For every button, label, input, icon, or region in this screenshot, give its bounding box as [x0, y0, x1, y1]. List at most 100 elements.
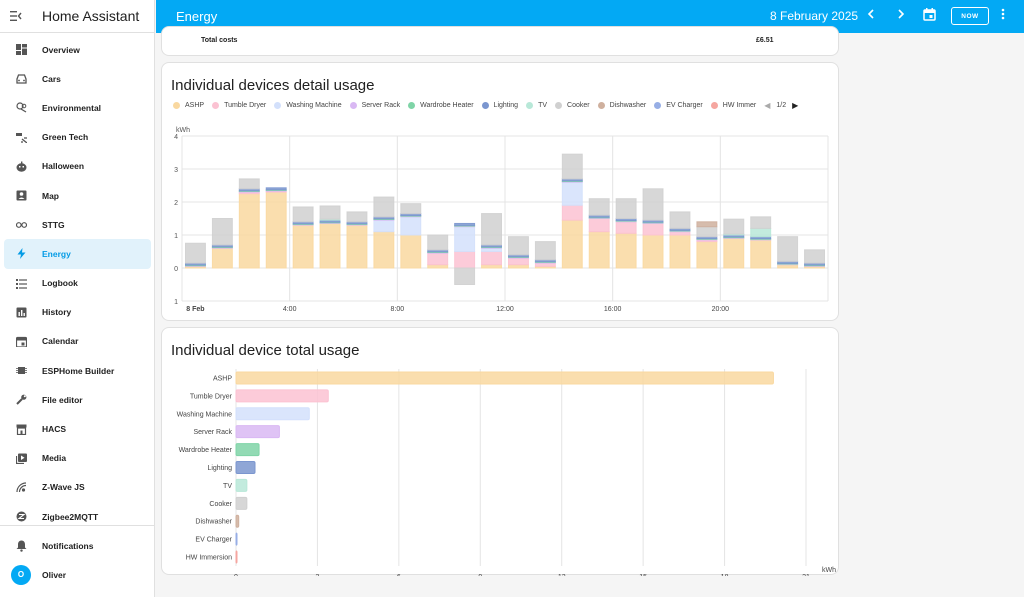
sidebar-item-media[interactable]: Media: [4, 444, 151, 473]
x-tick-label: 18: [721, 574, 729, 576]
bell-icon: [14, 540, 28, 552]
y-tick-label: 4: [174, 134, 178, 141]
bar-segment: [454, 226, 476, 252]
wrench-icon: [14, 394, 28, 406]
bar-segment: [615, 232, 637, 269]
legend-item[interactable]: Lighting: [481, 102, 519, 109]
legend-item[interactable]: Tumble Dryer: [212, 102, 266, 109]
sidebar-item-notifications[interactable]: Notifications: [4, 531, 151, 560]
bar-segment: [507, 236, 529, 256]
x-tick-label: 15: [639, 574, 647, 576]
legend-item[interactable]: Dishwasher: [597, 102, 646, 109]
bar: [235, 478, 248, 492]
bar-segment: [642, 222, 664, 236]
user-name: Oliver: [42, 569, 67, 580]
sidebar-item-overview[interactable]: Overview: [4, 35, 151, 64]
bar-segment: [750, 216, 772, 229]
x-tick-label: 8:00: [391, 306, 405, 313]
legend-item[interactable]: Washing Machine: [274, 102, 342, 109]
sidebar-item-label: Overview: [42, 44, 80, 55]
bar-segment: [319, 222, 341, 269]
legend-item[interactable]: ASHP: [173, 102, 204, 109]
legend-swatch: [408, 102, 416, 109]
y-axis-unit: kWh: [176, 127, 190, 134]
sidebar-item-z-wave-js[interactable]: Z-Wave JS: [4, 473, 151, 502]
page-title: Energy: [176, 9, 218, 24]
legend-page-label: 1/2: [776, 102, 787, 109]
legend-item[interactable]: Server Rack: [349, 102, 400, 109]
sidebar-item-environmental[interactable]: Environmental: [4, 93, 151, 122]
legend-prev-icon[interactable]: ◀: [764, 101, 771, 110]
y-tick-label: 2: [174, 200, 178, 207]
x-tick-label: 16:00: [604, 306, 622, 313]
bar-segment: [507, 257, 529, 266]
bar-segment: [184, 242, 206, 264]
sidebar-item-calendar[interactable]: Calendar: [4, 327, 151, 356]
sidebar-item-logbook[interactable]: Logbook: [4, 269, 151, 298]
lightning-icon: [14, 248, 28, 260]
menu-collapse-icon[interactable]: [0, 8, 32, 24]
sidebar-item-label: Cars: [42, 73, 61, 84]
bar-segment: [669, 234, 691, 269]
legend-item[interactable]: EV Charger: [654, 102, 703, 109]
y-tick-label: 1: [174, 233, 178, 240]
bar-segment: [346, 211, 368, 223]
legend-swatch: [654, 102, 662, 109]
date-label: 8 February 2025: [770, 9, 859, 23]
energy-costs-card: Total costs £6.51: [161, 26, 839, 56]
legend-next-icon[interactable]: ▶: [792, 101, 799, 110]
legend-pager: ◀ 1/2 ▶: [764, 101, 798, 110]
bar: [235, 407, 310, 421]
y-tick-label: 0: [174, 266, 178, 273]
bar-segment: [561, 153, 583, 180]
bar-segment: [454, 251, 476, 269]
now-button[interactable]: NOW: [951, 7, 989, 25]
bar-segment: [265, 187, 287, 191]
bar-segment: [400, 203, 422, 215]
sidebar-item-cars[interactable]: Cars: [4, 64, 151, 93]
y-tick-label: Dishwasher: [195, 519, 232, 526]
legend-label: Washing Machine: [286, 102, 342, 109]
legend-item[interactable]: Wardrobe Heater: [408, 102, 474, 109]
devices-detail-usage-card: Individual devices detail usage ASHP Tumb…: [161, 62, 839, 321]
legend-item[interactable]: Cooker: [555, 102, 590, 109]
bar-segment: [588, 231, 610, 269]
sidebar-item-label: Zigbee2MQTT: [42, 511, 99, 522]
calendar-picker-icon[interactable]: [923, 8, 936, 24]
legend-label: Lighting: [493, 102, 519, 109]
sidebar-item-user[interactable]: O Oliver: [4, 560, 151, 589]
sidebar-item-history[interactable]: History: [4, 298, 151, 327]
bar-segment: [615, 221, 637, 234]
bar-segment: [292, 224, 314, 269]
sidebar-item-energy[interactable]: Energy: [4, 239, 151, 269]
sidebar-item-label: Energy: [42, 248, 71, 259]
sidebar-item-sttg[interactable]: STTG: [4, 210, 151, 239]
y-tick-label: Tumble Dryer: [190, 393, 233, 400]
sidebar-item-green-tech[interactable]: Green Tech: [4, 123, 151, 152]
legend-swatch: [526, 102, 534, 109]
sidebar-item-map[interactable]: Map: [4, 181, 151, 210]
sidebar-item-label: File editor: [42, 394, 83, 405]
more-options-icon[interactable]: [1001, 8, 1005, 23]
sidebar-item-label: Logbook: [42, 278, 78, 289]
bar-segment: [642, 188, 664, 221]
chevron-right-icon[interactable]: [897, 8, 905, 22]
y-tick-label: HW Immersion: [186, 555, 232, 562]
sidebar-item-esphome-builder[interactable]: ESPHome Builder: [4, 356, 151, 385]
x-tick-label: 9: [478, 574, 482, 576]
x-tick-label: 21: [802, 574, 810, 576]
bar-segment: [723, 218, 745, 235]
legend-item[interactable]: HW Immer: [710, 102, 756, 109]
legend-item[interactable]: TV: [526, 102, 547, 109]
chevron-left-icon[interactable]: [867, 8, 875, 22]
sidebar-item-zigbee2mqtt[interactable]: Zigbee2MQTT: [4, 502, 151, 531]
sidebar-item-hacs[interactable]: HACS: [4, 414, 151, 443]
bar-segment: [292, 206, 314, 223]
sidebar-header: Home Assistant: [0, 0, 154, 33]
legend-swatch: [349, 102, 357, 109]
sidebar-item-file-editor[interactable]: File editor: [4, 385, 151, 414]
sidebar-item-halloween[interactable]: Halloween: [4, 152, 151, 181]
legend-swatch: [481, 102, 489, 109]
bar: [235, 461, 256, 474]
